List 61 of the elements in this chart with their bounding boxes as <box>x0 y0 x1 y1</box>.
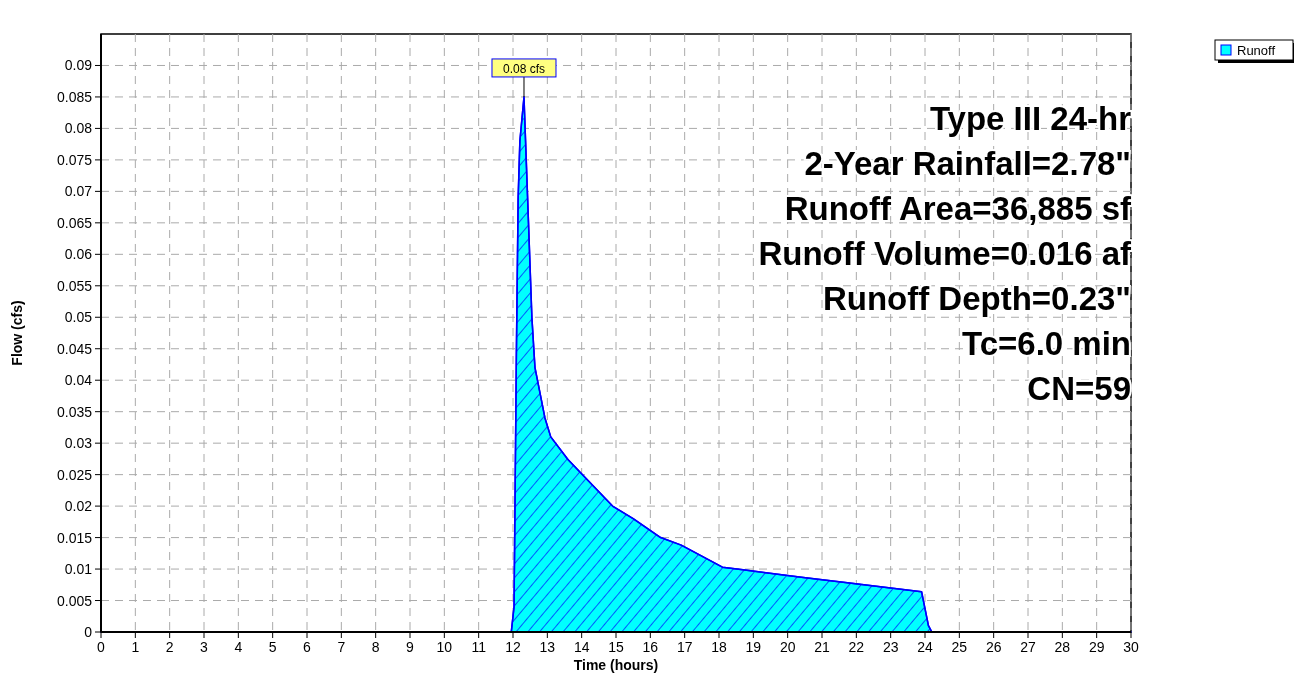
x-tick-label: 18 <box>711 639 727 655</box>
y-tick-label: 0.045 <box>56 340 93 357</box>
y-tick-label: 0.07 <box>64 183 93 200</box>
y-tick-label: 0.035 <box>56 403 93 420</box>
x-tick-label: 20 <box>779 639 796 655</box>
x-tick-label: 19 <box>745 639 762 655</box>
y-tick-label: 0.025 <box>56 466 93 483</box>
y-tick-label: 0.015 <box>56 529 93 546</box>
x-tick-label: 6 <box>303 639 312 655</box>
x-tick-label: 27 <box>1020 639 1036 655</box>
y-axis-title: Flow (cfs) <box>9 300 25 366</box>
x-tick-label: 1 <box>131 639 140 655</box>
y-tick-label: 0.06 <box>64 246 93 263</box>
x-tick-label: 12 <box>505 639 521 655</box>
y-tick-label: 0.09 <box>64 57 93 74</box>
annotation: Tc=6.0 min <box>961 325 1131 362</box>
x-tick-label: 22 <box>848 639 865 655</box>
x-tick-label: 7 <box>337 639 346 655</box>
annotation: Type III 24-hr <box>929 100 1132 137</box>
y-tick-label: 0.02 <box>64 498 93 515</box>
x-tick-label: 16 <box>642 639 659 655</box>
y-tick-label: 0.03 <box>64 435 93 452</box>
x-tick-label: 9 <box>406 639 415 655</box>
x-tick-label: 13 <box>539 639 556 655</box>
x-tick-label: 14 <box>573 639 590 655</box>
annotation: CN=59 <box>1027 370 1131 407</box>
x-tick-label: 5 <box>268 639 277 655</box>
y-tick-label: 0.01 <box>64 561 93 578</box>
x-tick-label: 0 <box>97 639 106 655</box>
annotation: 0.08 cfs <box>502 61 545 76</box>
x-tick-label: 17 <box>676 639 693 655</box>
y-tick-label: 0.055 <box>56 277 93 294</box>
y-tick-label: 0.08 <box>64 120 93 137</box>
y-tick-label: 0.05 <box>64 309 93 326</box>
x-tick-label: 26 <box>985 639 1002 655</box>
annotation: Runoff Area=36,885 sf <box>784 190 1133 227</box>
annotation: Runoff Volume=0.016 af <box>758 235 1132 272</box>
x-tick-label: 11 <box>471 639 487 655</box>
y-tick-label: 0.075 <box>56 151 93 168</box>
x-tick-label: 21 <box>814 639 830 655</box>
y-tick-label: 0.085 <box>56 88 93 105</box>
legend-label: Runoff <box>1237 43 1276 58</box>
y-tick-label: 0.005 <box>56 592 93 609</box>
annotation: Runoff Depth=0.23" <box>822 280 1131 317</box>
x-tick-label: 29 <box>1088 639 1105 655</box>
x-tick-label: 10 <box>436 639 453 655</box>
x-tick-label: 23 <box>882 639 899 655</box>
y-tick-label: 0.04 <box>64 372 93 389</box>
x-tick-label: 28 <box>1054 639 1071 655</box>
x-tick-label: 3 <box>200 639 209 655</box>
x-tick-label: 25 <box>951 639 968 655</box>
y-tick-label: 0 <box>84 624 93 640</box>
x-tick-label: 30 <box>1123 639 1139 655</box>
annotation: 2-Year Rainfall=2.78" <box>804 145 1131 182</box>
x-tick-label: 24 <box>917 639 933 655</box>
x-axis-title: Time (hours) <box>573 657 659 673</box>
x-tick-label: 2 <box>165 639 174 655</box>
x-tick-label: 4 <box>234 639 243 655</box>
x-tick-label: 8 <box>371 639 380 655</box>
y-tick-label: 0.065 <box>56 214 93 231</box>
x-tick-label: 15 <box>608 639 624 655</box>
